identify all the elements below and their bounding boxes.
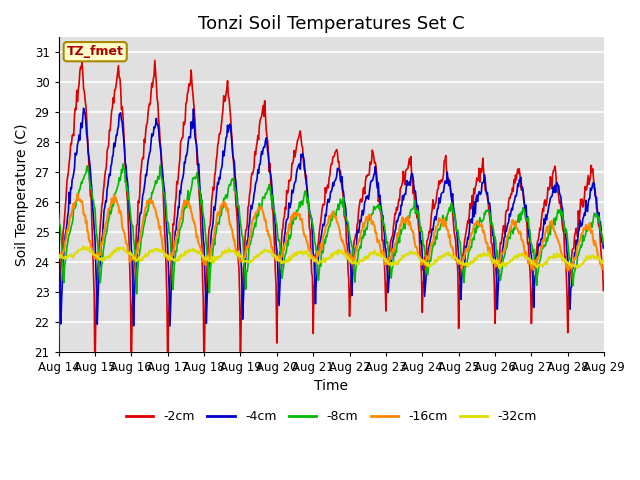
Y-axis label: Soil Temperature (C): Soil Temperature (C) bbox=[15, 123, 29, 265]
X-axis label: Time: Time bbox=[314, 379, 348, 393]
Legend: -2cm, -4cm, -8cm, -16cm, -32cm: -2cm, -4cm, -8cm, -16cm, -32cm bbox=[121, 405, 542, 428]
Title: Tonzi Soil Temperatures Set C: Tonzi Soil Temperatures Set C bbox=[198, 15, 465, 33]
Text: TZ_fmet: TZ_fmet bbox=[67, 45, 124, 58]
